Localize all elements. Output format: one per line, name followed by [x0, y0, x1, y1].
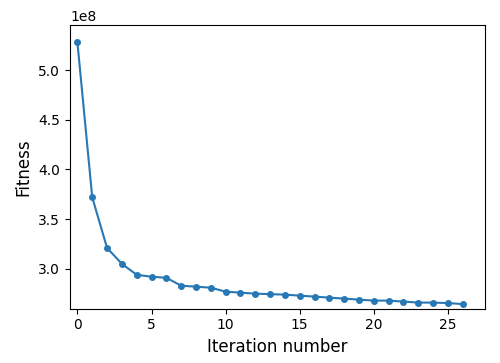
Y-axis label: Fitness: Fitness: [15, 138, 33, 196]
X-axis label: Iteration number: Iteration number: [208, 338, 348, 356]
